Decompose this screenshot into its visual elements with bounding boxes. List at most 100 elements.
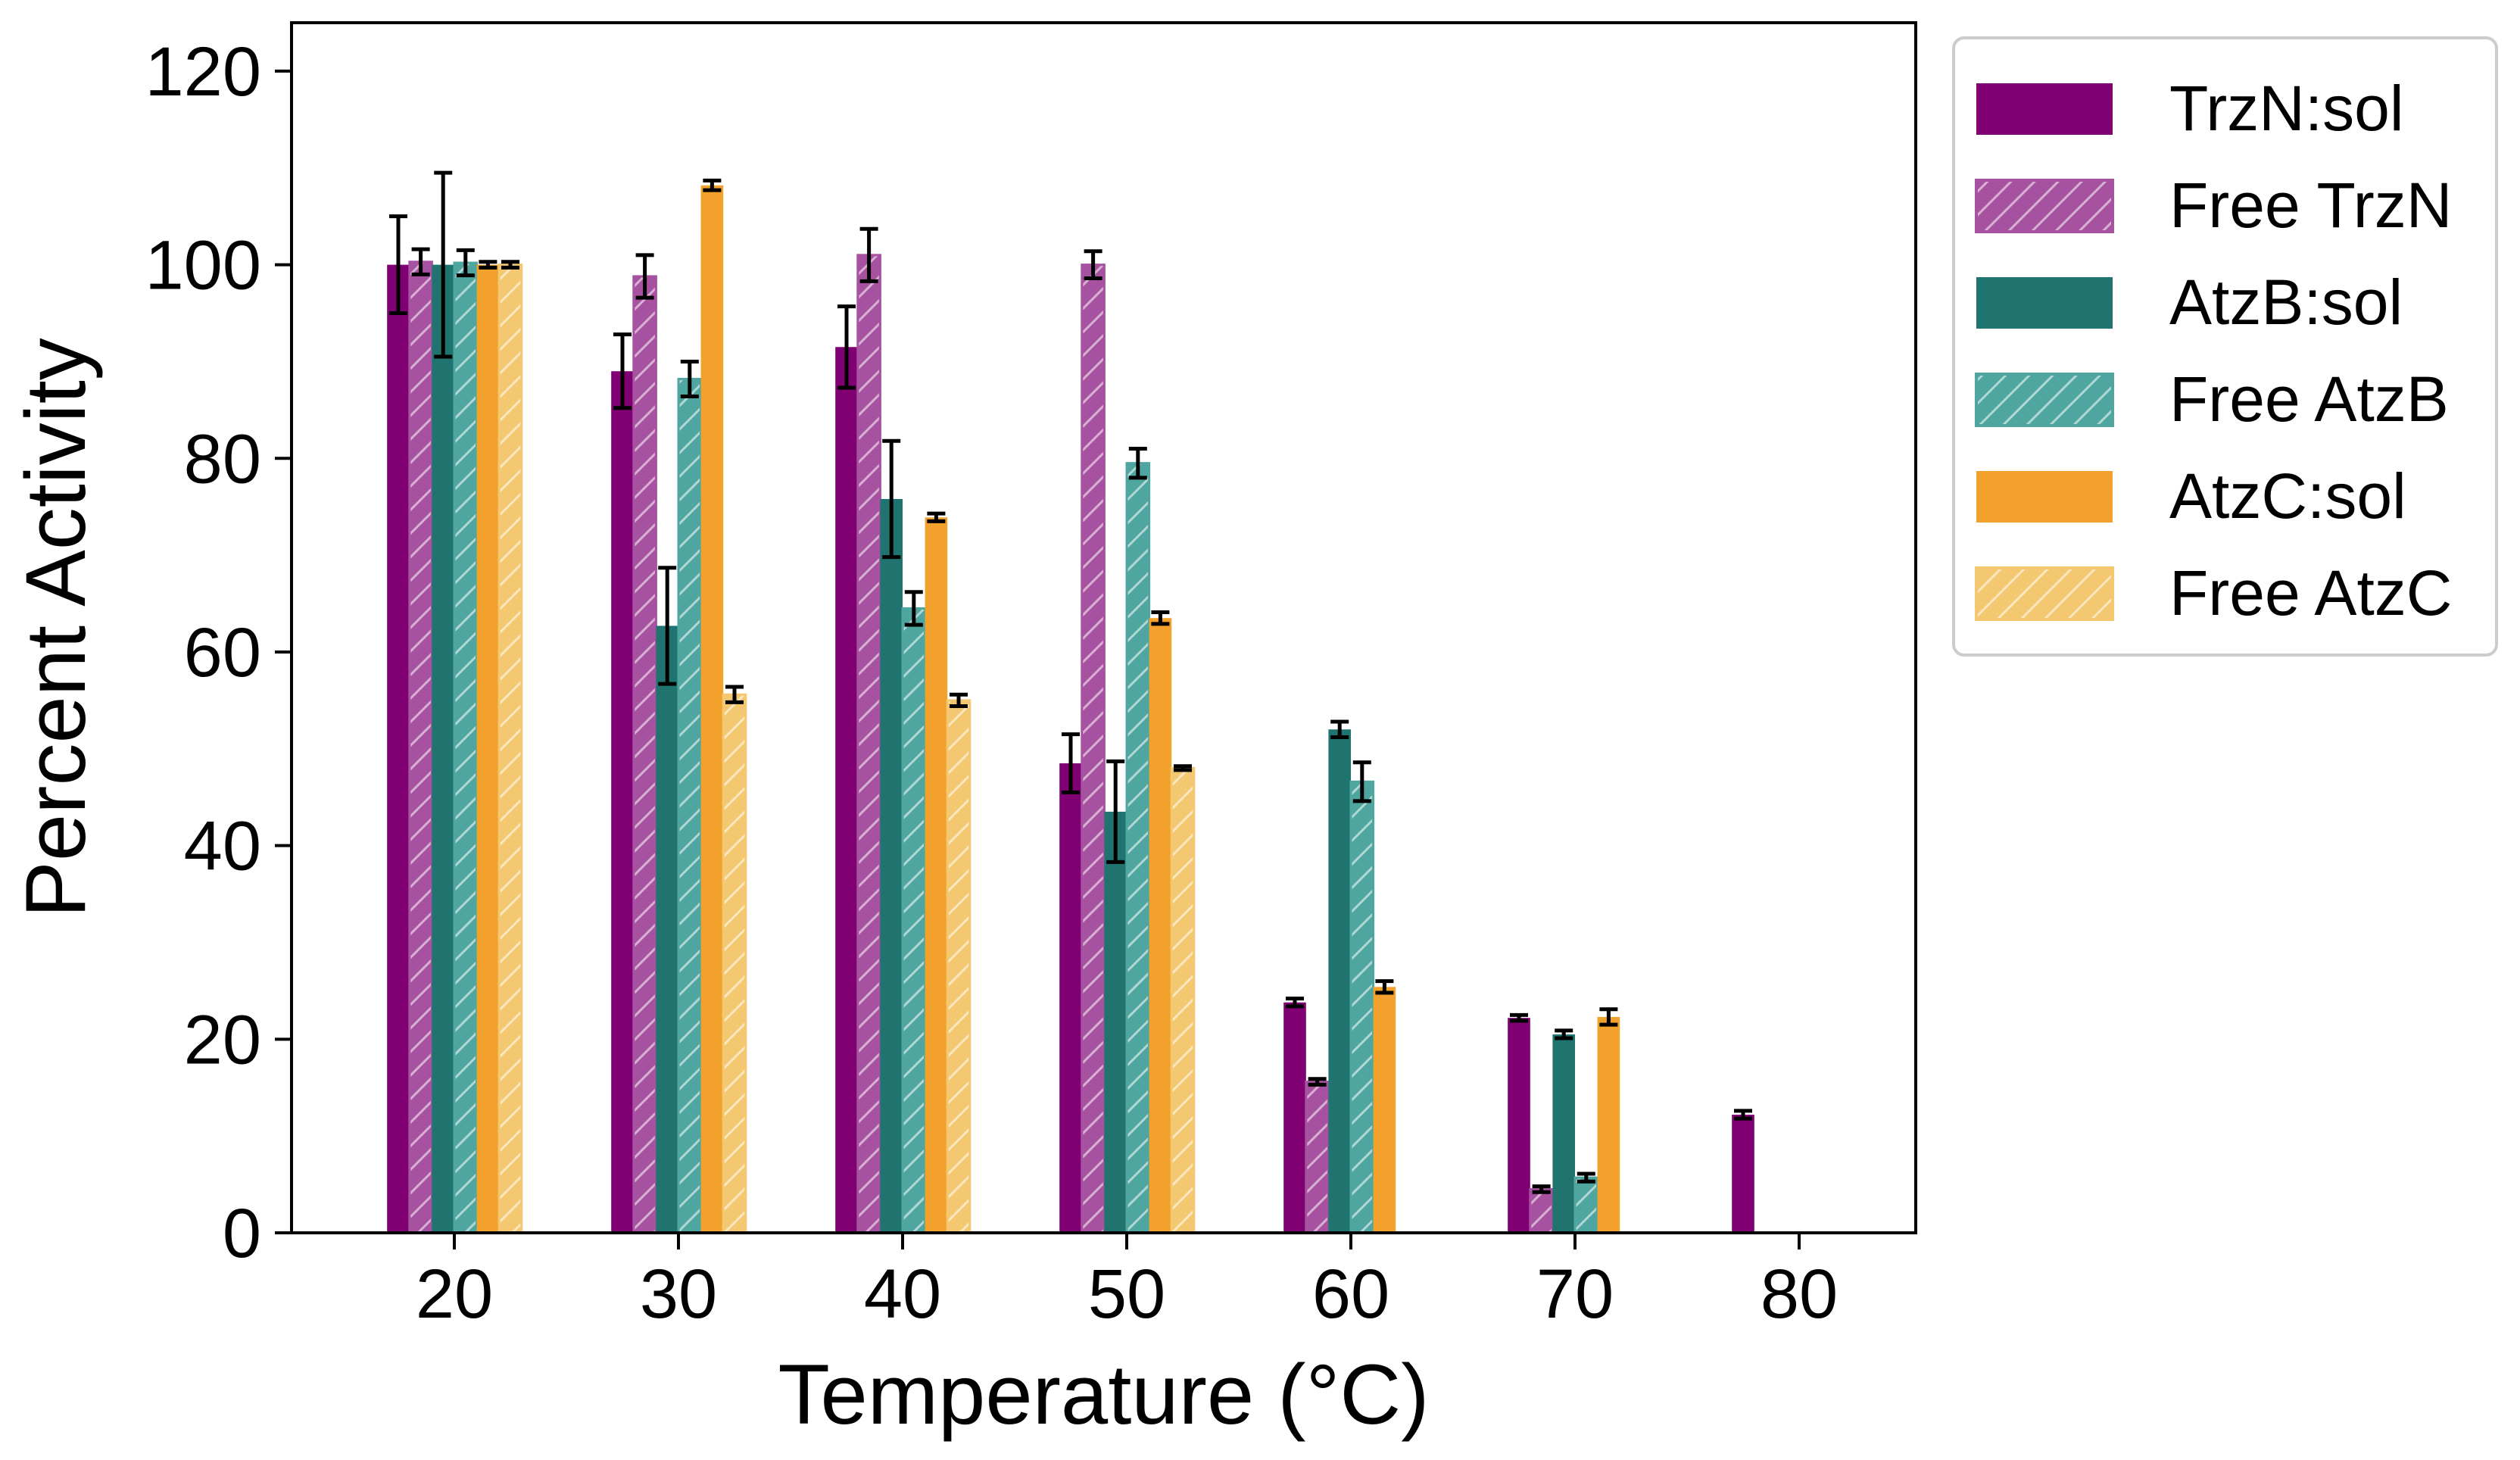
x-tick-label: 30	[640, 1256, 717, 1333]
bar-free-trzn-20	[408, 260, 433, 1234]
x-tick-label: 40	[864, 1256, 941, 1333]
error-bar	[1084, 249, 1102, 280]
bar-atzc-sol-40	[925, 517, 948, 1233]
bar-atzb-sol-70	[1552, 1034, 1575, 1233]
bar-trzn-sol-40	[835, 347, 858, 1233]
plot-area	[387, 170, 1754, 1234]
legend: TrzN:sol Free TrzN AtzB:sol Free AtzB AtzC:s…	[1952, 36, 2498, 657]
error-bar	[1330, 719, 1349, 739]
error-bar	[1532, 1184, 1551, 1194]
bar-free-atzc-40	[946, 699, 972, 1234]
bar-trzn-sol-20	[387, 264, 410, 1234]
y-tick-label: 100	[145, 227, 262, 304]
legend-swatch	[1976, 277, 2113, 329]
bar-free-atzc-30	[722, 693, 747, 1234]
bar-atzb-sol-20	[432, 264, 454, 1234]
error-bar	[434, 170, 453, 359]
y-tick-label: 60	[184, 614, 261, 691]
error-bar	[1734, 1109, 1752, 1121]
bar-free-trzn-30	[632, 275, 657, 1234]
error-bar	[1577, 1171, 1595, 1184]
bar-free-trzn-70	[1529, 1187, 1554, 1234]
error-bar	[904, 590, 923, 627]
bar-atzc-sol-50	[1149, 618, 1172, 1233]
error-bar	[658, 566, 677, 686]
error-bar	[927, 511, 946, 523]
error-bar	[1510, 1012, 1528, 1023]
legend-label: AtzB:sol	[2169, 267, 2403, 338]
bar-free-atzb-70	[1573, 1176, 1599, 1234]
legend-swatch	[1975, 179, 2114, 233]
error-bar	[1174, 764, 1192, 772]
bar-free-atzc-20	[497, 264, 523, 1234]
error-bar	[456, 248, 475, 278]
x-tick-label: 20	[416, 1256, 493, 1333]
error-bar	[859, 226, 878, 283]
legend-swatch	[1976, 83, 2113, 135]
bar-trzn-sol-60	[1283, 1002, 1306, 1233]
bar-atzb-sol-40	[880, 498, 903, 1233]
bar-atzc-sol-60	[1373, 987, 1396, 1233]
bar-trzn-sol-30	[611, 371, 634, 1233]
error-bar	[411, 247, 430, 276]
y-tick-label: 120	[145, 33, 262, 111]
legend-label: TrzN:sol	[2169, 73, 2404, 144]
y-tick-label: 0	[223, 1195, 261, 1272]
bar-trzn-sol-50	[1059, 763, 1082, 1233]
legend-swatch	[1975, 373, 2114, 427]
error-bar	[1106, 759, 1125, 864]
error-bar	[703, 178, 722, 192]
plot-frame	[290, 21, 1917, 1234]
bar-atzc-sol-20	[476, 264, 500, 1234]
legend-swatch	[1975, 566, 2114, 621]
error-bar	[1599, 1007, 1618, 1027]
y-axis-title: Percent Activity	[8, 338, 103, 918]
y-tick-label: 80	[184, 420, 261, 498]
bar-atzb-sol-30	[656, 625, 678, 1233]
bar-trzn-sol-80	[1732, 1115, 1754, 1233]
error-bar	[1352, 760, 1371, 803]
bar-atzc-sol-30	[700, 185, 724, 1233]
bar-free-atzb-40	[901, 607, 927, 1234]
bar-free-atzb-20	[453, 261, 479, 1234]
error-bar	[1555, 1028, 1573, 1040]
error-bar	[882, 438, 901, 560]
bar-free-trzn-40	[856, 254, 881, 1234]
x-tick-label: 50	[1088, 1256, 1165, 1333]
error-bar	[837, 304, 856, 390]
x-tick-label: 60	[1312, 1256, 1389, 1333]
y-axis: 0 20 40 60 80 100 120	[145, 33, 292, 1272]
legend-label: AtzC:sol	[2169, 460, 2406, 532]
legend-label: Free AtzC	[2169, 557, 2452, 629]
error-bar	[635, 253, 654, 300]
y-tick-label: 40	[184, 808, 261, 885]
x-tick-label: 70	[1536, 1256, 1614, 1333]
error-bar	[1286, 997, 1304, 1009]
error-bar	[950, 692, 968, 709]
bar-free-atzb-50	[1125, 462, 1151, 1234]
bar-free-atzc-50	[1170, 766, 1196, 1234]
bar-atzb-sol-60	[1328, 729, 1351, 1233]
error-bar	[1128, 446, 1147, 480]
error-bar	[680, 359, 699, 398]
error-bar	[389, 214, 407, 316]
bar-atzb-sol-50	[1104, 811, 1127, 1233]
x-axis: 20 30 40 50 60 70 80	[416, 1233, 1838, 1333]
bar-atzc-sol-70	[1597, 1016, 1620, 1233]
error-bar	[613, 332, 632, 410]
error-bar	[725, 685, 744, 704]
legend-label: Free AtzB	[2169, 363, 2449, 435]
bar-free-atzb-60	[1349, 780, 1375, 1234]
error-bar	[501, 260, 519, 270]
bar-free-trzn-50	[1081, 264, 1106, 1234]
error-bar	[1062, 732, 1080, 794]
legend-swatch	[1976, 471, 2113, 523]
legend-label: Free TrzN	[2169, 170, 2452, 241]
error-bar	[1308, 1077, 1327, 1087]
error-bar	[1375, 979, 1394, 995]
bar-free-atzb-30	[677, 377, 703, 1234]
x-tick-label: 80	[1761, 1256, 1838, 1333]
x-axis-title: Temperature (°C)	[778, 1347, 1429, 1442]
bar-trzn-sol-70	[1508, 1018, 1530, 1233]
